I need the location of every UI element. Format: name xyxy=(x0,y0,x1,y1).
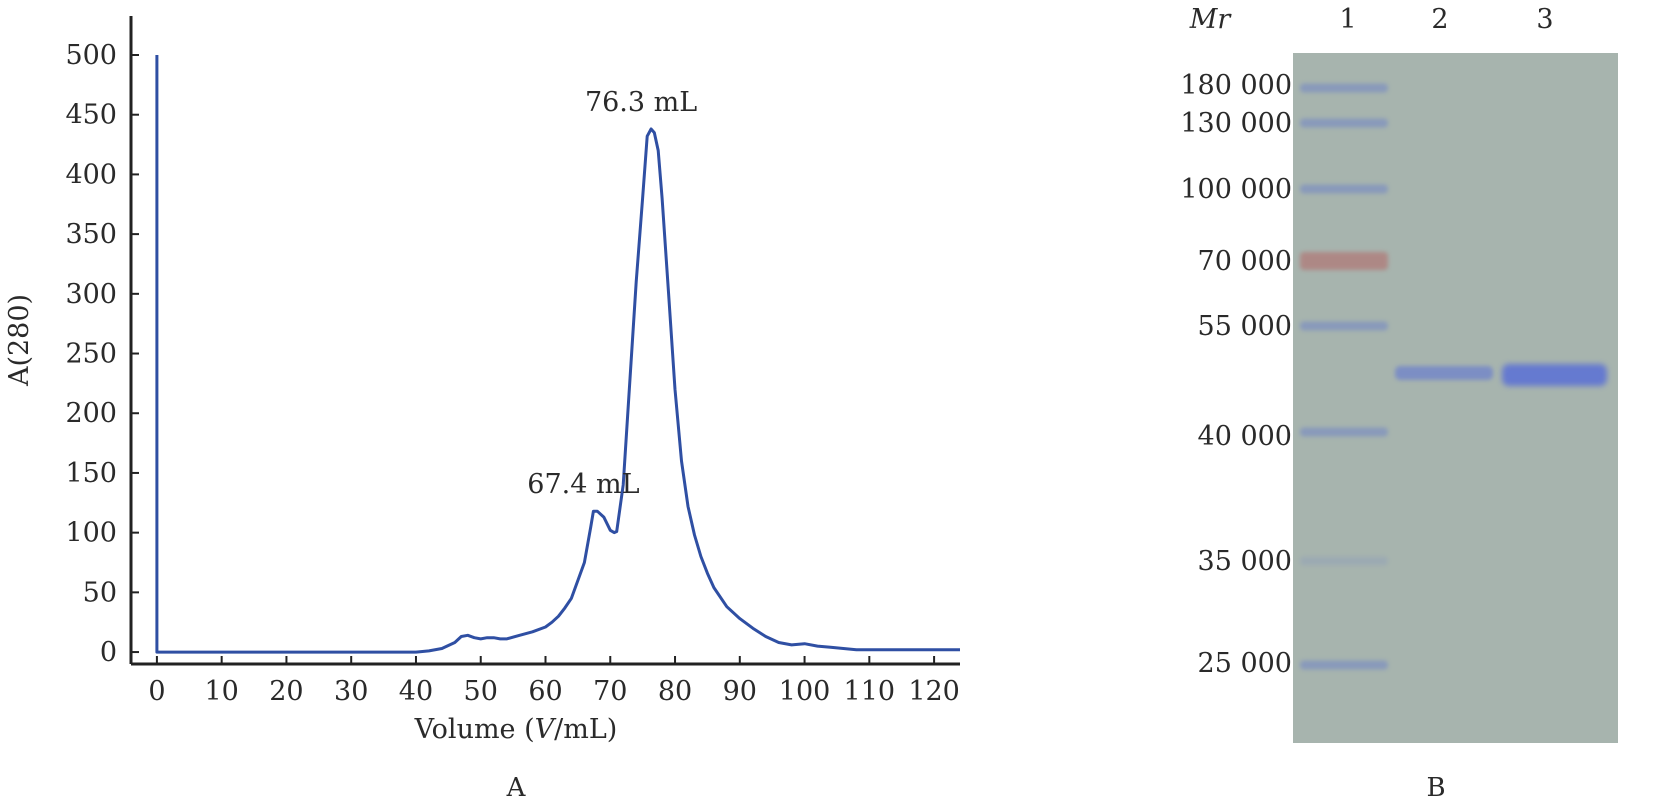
panel-a-label: A xyxy=(506,773,527,803)
peak-annotations: 76.3 mL 67.4 mL xyxy=(527,87,697,500)
y-tick-label: 50 xyxy=(83,577,117,608)
y-tick-label: 250 xyxy=(65,339,117,370)
x-tick-label: 70 xyxy=(593,676,627,707)
sample-band-lane-3 xyxy=(1502,364,1607,386)
x-tick-label: 110 xyxy=(844,676,896,707)
panel-a-chromatogram: 0 50 100 150 200 250 300 350 400 450 500 0 10 20 30 40… xyxy=(4,16,960,803)
marker-band xyxy=(1300,118,1388,128)
y-tick-label: 400 xyxy=(65,159,117,190)
marker-label: 100 000 xyxy=(1180,174,1292,205)
x-tick-label: 60 xyxy=(528,676,562,707)
x-tick-label: 120 xyxy=(908,676,960,707)
marker-band xyxy=(1300,252,1388,270)
x-tick-label: 20 xyxy=(269,676,303,707)
y-axis-title: A(280) xyxy=(4,294,35,387)
marker-band xyxy=(1300,427,1388,437)
lane-labels: 1 2 3 xyxy=(1339,4,1553,35)
marker-label: 180 000 xyxy=(1180,70,1292,101)
peak-annotation: 76.3 mL xyxy=(585,87,697,118)
chromatogram-line xyxy=(155,55,960,654)
mr-header: Mr xyxy=(1189,4,1233,35)
x-tick-label: 10 xyxy=(204,676,238,707)
sample-band-lane-2 xyxy=(1395,366,1493,380)
lane-label: 1 xyxy=(1339,4,1356,35)
marker-band xyxy=(1300,184,1388,194)
marker-band xyxy=(1300,556,1388,566)
lane-label: 2 xyxy=(1431,4,1448,35)
x-axis-title-post: /mL) xyxy=(554,714,617,745)
x-axis-title-pre: Volume ( xyxy=(414,714,535,745)
panel-b-gel: Mr 1 2 3 180 000 130 000 100 000 70 000 55 000… xyxy=(1180,4,1618,803)
marker-band xyxy=(1300,321,1388,331)
y-tick-label: 350 xyxy=(65,219,117,250)
marker-label: 25 000 xyxy=(1198,648,1292,679)
marker-label: 70 000 xyxy=(1198,246,1292,277)
marker-label: 35 000 xyxy=(1198,546,1292,577)
x-tick-label: 90 xyxy=(723,676,757,707)
y-tick-label: 300 xyxy=(65,279,117,310)
x-axis-title-var: V xyxy=(535,714,557,745)
marker-label: 55 000 xyxy=(1198,311,1292,342)
y-tick-label: 200 xyxy=(65,398,117,429)
marker-band xyxy=(1300,660,1388,670)
gel-image xyxy=(1293,53,1618,743)
x-axis-title: Volume (V/mL) xyxy=(414,714,618,745)
x-axis: 0 10 20 30 40 50 60 70 80 90 100 110 120 xyxy=(131,656,960,707)
marker-label: 130 000 xyxy=(1180,108,1292,139)
marker-label: 40 000 xyxy=(1198,421,1292,452)
marker-band xyxy=(1300,83,1388,93)
y-tick-label: 450 xyxy=(65,100,117,131)
y-axis: 0 50 100 150 200 250 300 350 400 450 500 xyxy=(65,16,139,668)
y-tick-label: 500 xyxy=(65,40,117,71)
y-tick-label: 150 xyxy=(65,458,117,489)
lane-label: 3 xyxy=(1536,4,1553,35)
gel-bands xyxy=(1300,83,1607,670)
y-tick-label: 0 xyxy=(100,637,117,668)
x-tick-label: 30 xyxy=(334,676,368,707)
x-tick-label: 40 xyxy=(399,676,433,707)
x-tick-label: 0 xyxy=(148,676,165,707)
x-tick-label: 80 xyxy=(658,676,692,707)
marker-labels: 180 000 130 000 100 000 70 000 55 000 40 000 3… xyxy=(1180,70,1292,679)
x-tick-label: 100 xyxy=(779,676,831,707)
x-tick-label: 50 xyxy=(464,676,498,707)
peak-annotation: 67.4 mL xyxy=(527,469,639,500)
y-tick-label: 100 xyxy=(65,518,117,549)
panel-b-label: B xyxy=(1426,773,1445,803)
